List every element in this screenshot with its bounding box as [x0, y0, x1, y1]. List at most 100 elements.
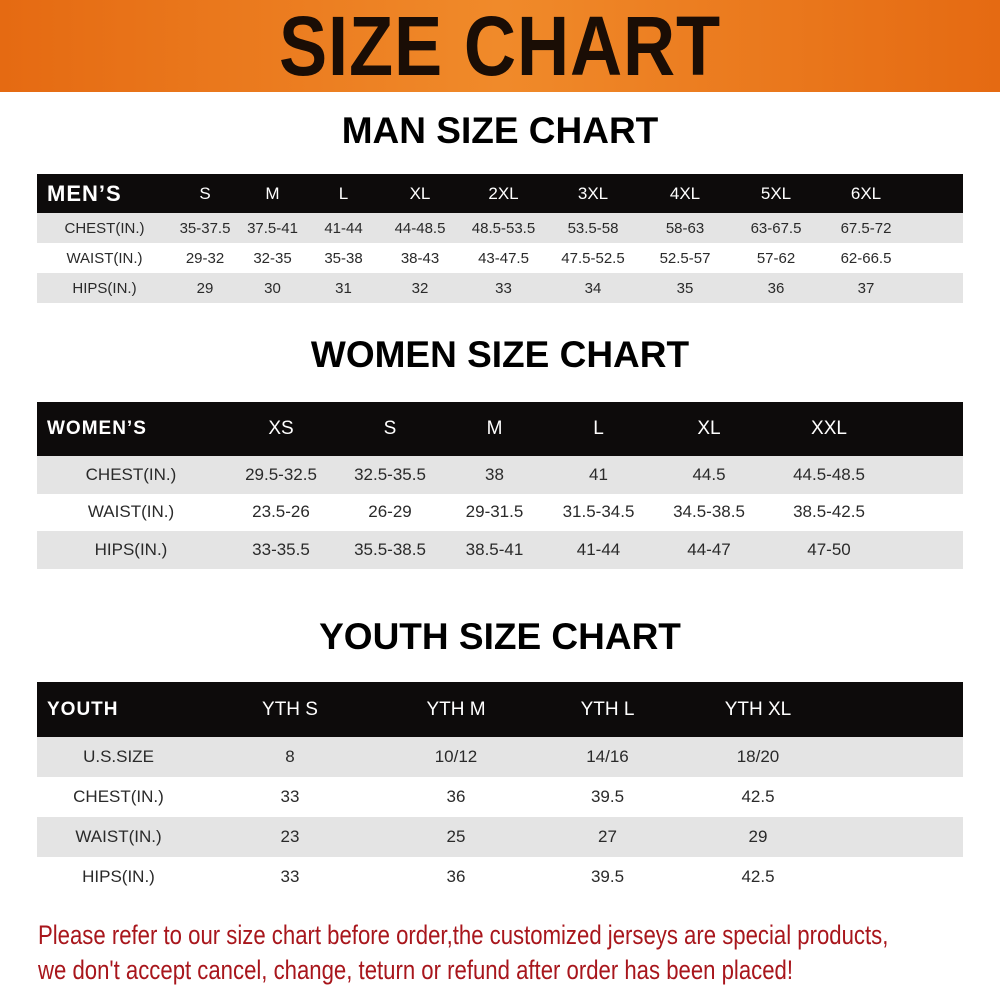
measurement-value: 26-29	[337, 493, 443, 531]
youth-header-label: YOUTH	[37, 682, 200, 737]
measurement-value: 27	[532, 817, 683, 857]
measurement-label: U.S.SIZE	[37, 737, 200, 777]
measurement-value: 35.5-38.5	[337, 531, 443, 569]
measurement-value: 44-47	[651, 531, 767, 569]
measurement-value: 32-35	[238, 243, 307, 273]
size-header: XS	[225, 402, 337, 456]
size-header: M	[238, 174, 307, 213]
measurement-value: 41-44	[307, 213, 380, 243]
size-header: 6XL	[821, 174, 911, 213]
header-spacer	[891, 402, 963, 456]
size-header: 4XL	[639, 174, 731, 213]
measurement-value: 36	[380, 777, 532, 817]
measurement-label: HIPS(IN.)	[37, 273, 172, 303]
measurement-value: 44-48.5	[380, 213, 460, 243]
measurement-value: 35-38	[307, 243, 380, 273]
measurement-value: 33-35.5	[225, 531, 337, 569]
table-row: CHEST(IN.) 29.5-32.5 32.5-35.5 38 41 44.5 44.5…	[37, 456, 963, 494]
men-header-label: MEN’S	[37, 174, 172, 213]
size-header: S	[172, 174, 238, 213]
measurement-value: 41-44	[546, 531, 651, 569]
youth-size-table: YOUTH YTH S YTH M YTH L YTH XL U.S.SIZE 8 10/12…	[37, 682, 963, 897]
size-header: M	[443, 402, 546, 456]
row-spacer	[833, 857, 963, 897]
measurement-value: 33	[200, 857, 380, 897]
measurement-value: 35-37.5	[172, 213, 238, 243]
row-spacer	[911, 243, 963, 273]
measurement-label: CHEST(IN.)	[37, 456, 225, 494]
measurement-value: 48.5-53.5	[460, 213, 547, 243]
measurement-value: 25	[380, 817, 532, 857]
size-header: YTH M	[380, 682, 532, 737]
measurement-value: 8	[200, 737, 380, 777]
row-spacer	[891, 493, 963, 531]
measurement-value: 52.5-57	[639, 243, 731, 273]
measurement-value: 53.5-58	[547, 213, 639, 243]
row-spacer	[891, 531, 963, 569]
measurement-value: 29	[683, 817, 833, 857]
measurement-value: 23	[200, 817, 380, 857]
measurement-value: 44.5-48.5	[767, 456, 891, 494]
size-header: 5XL	[731, 174, 821, 213]
measurement-value: 41	[546, 456, 651, 494]
measurement-label: WAIST(IN.)	[37, 817, 200, 857]
measurement-value: 44.5	[651, 456, 767, 494]
measurement-value: 10/12	[380, 737, 532, 777]
table-row: WAIST(IN.) 29-32 32-35 35-38 38-43 43-47.5 47.…	[37, 243, 963, 273]
women-header-label: WOMEN’S	[37, 402, 225, 456]
table-row: HIPS(IN.) 33 36 39.5 42.5	[37, 857, 963, 897]
header-spacer	[911, 174, 963, 213]
measurement-label: WAIST(IN.)	[37, 493, 225, 531]
measurement-value: 23.5-26	[225, 493, 337, 531]
order-note-line-2: we don't accept cancel, change, teturn o…	[38, 955, 794, 985]
youth-header-row: YOUTH YTH S YTH M YTH L YTH XL	[37, 682, 963, 737]
measurement-value: 43-47.5	[460, 243, 547, 273]
measurement-value: 34.5-38.5	[651, 493, 767, 531]
size-header: YTH XL	[683, 682, 833, 737]
table-row: HIPS(IN.) 33-35.5 35.5-38.5 38.5-41 41-44 44-…	[37, 531, 963, 569]
measurement-value: 31	[307, 273, 380, 303]
table-row: U.S.SIZE 8 10/12 14/16 18/20	[37, 737, 963, 777]
row-spacer	[833, 777, 963, 817]
men-section-title: MAN SIZE CHART	[341, 110, 659, 151]
measurement-value: 57-62	[731, 243, 821, 273]
measurement-value: 29-31.5	[443, 493, 546, 531]
measurement-value: 67.5-72	[821, 213, 911, 243]
measurement-value: 29	[172, 273, 238, 303]
measurement-value: 29-32	[172, 243, 238, 273]
measurement-value: 58-63	[639, 213, 731, 243]
size-header: XL	[651, 402, 767, 456]
measurement-value: 38	[443, 456, 546, 494]
table-row: HIPS(IN.) 29 30 31 32 33 34 35 36 37	[37, 273, 963, 303]
size-header: XXL	[767, 402, 891, 456]
size-header: YTH S	[200, 682, 380, 737]
men-header-row: MEN’S S M L XL 2XL 3XL 4XL 5XL 6XL	[37, 174, 963, 213]
measurement-value: 32.5-35.5	[337, 456, 443, 494]
banner: SIZE CHART	[0, 0, 1000, 92]
measurement-value: 47-50	[767, 531, 891, 569]
measurement-value: 14/16	[532, 737, 683, 777]
size-header: YTH L	[532, 682, 683, 737]
measurement-label: HIPS(IN.)	[37, 857, 200, 897]
measurement-value: 29.5-32.5	[225, 456, 337, 494]
measurement-value: 37.5-41	[238, 213, 307, 243]
measurement-value: 39.5	[532, 857, 683, 897]
measurement-value: 42.5	[683, 857, 833, 897]
size-header: 2XL	[460, 174, 547, 213]
measurement-value: 38.5-41	[443, 531, 546, 569]
table-row: CHEST(IN.) 33 36 39.5 42.5	[37, 777, 963, 817]
table-row: CHEST(IN.) 35-37.5 37.5-41 41-44 44-48.5 48.5…	[37, 213, 963, 243]
measurement-label: HIPS(IN.)	[37, 531, 225, 569]
men-size-table: MEN’S S M L XL 2XL 3XL 4XL 5XL 6XL CHEST(IN.) 35-37…	[37, 174, 963, 303]
measurement-value: 32	[380, 273, 460, 303]
size-header: XL	[380, 174, 460, 213]
youth-section-title: YOUTH SIZE CHART	[319, 616, 681, 657]
measurement-value: 38-43	[380, 243, 460, 273]
measurement-value: 33	[460, 273, 547, 303]
measurement-label: CHEST(IN.)	[37, 213, 172, 243]
measurement-value: 39.5	[532, 777, 683, 817]
size-header: L	[307, 174, 380, 213]
measurement-value: 18/20	[683, 737, 833, 777]
measurement-value: 38.5-42.5	[767, 493, 891, 531]
measurement-label: WAIST(IN.)	[37, 243, 172, 273]
